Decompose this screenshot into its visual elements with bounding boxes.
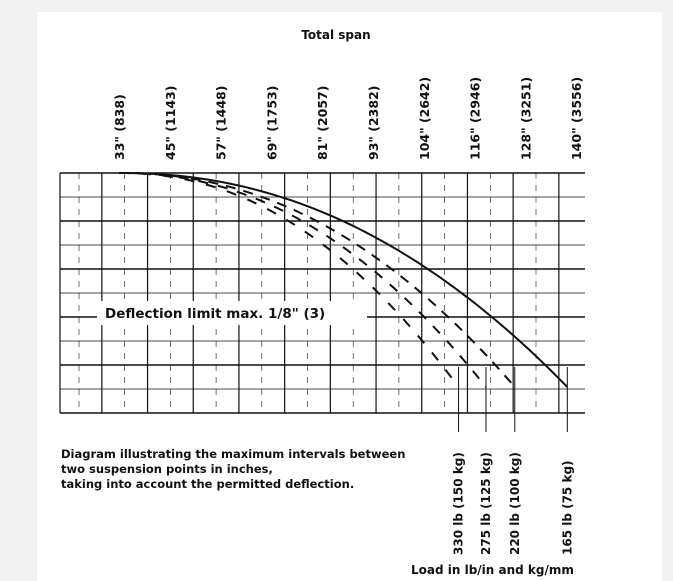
x-tick-label: 93" (2382) bbox=[366, 86, 381, 160]
series-labels: 330 lb (150 kg) 275 lb (125 kg) 220 lb (10… bbox=[452, 367, 574, 555]
legend-title: Load in lb/in and kg/mm bbox=[411, 563, 574, 577]
x-tick-label: 57" (1448) bbox=[214, 86, 229, 160]
x-tick-label: 116" (2946) bbox=[468, 77, 483, 160]
caption-line: Diagram illustrating the maximum interva… bbox=[61, 447, 405, 461]
series-label: 165 lb (75 kg) bbox=[560, 460, 574, 555]
load-curve-line bbox=[119, 172, 487, 388]
load-curves bbox=[119, 172, 569, 388]
x-tick-label: 81" (2057) bbox=[315, 86, 330, 160]
x-tick-label: 45" (1143) bbox=[163, 86, 178, 160]
caption-line: taking into account the permitted deflec… bbox=[61, 477, 354, 491]
load-curve-line bbox=[119, 172, 460, 388]
caption-line: two suspension points in inches, bbox=[61, 462, 273, 476]
chart-title: Total span bbox=[301, 28, 370, 42]
x-tick-label: 128" (3251) bbox=[518, 77, 533, 160]
x-tick-label: 104" (2642) bbox=[417, 77, 432, 160]
x-tick-label: 69" (1753) bbox=[264, 86, 279, 160]
plot-panel bbox=[37, 12, 662, 581]
series-label: 220 lb (100 kg) bbox=[508, 452, 522, 555]
x-tick-label: 140" (3556) bbox=[569, 77, 584, 160]
x-tick-label: 33" (838) bbox=[112, 94, 127, 160]
load-curve-line bbox=[119, 172, 569, 388]
chart-caption: Diagram illustrating the maximum interva… bbox=[61, 447, 409, 491]
series-label: 275 lb (125 kg) bbox=[479, 452, 493, 555]
series-label: 330 lb (150 kg) bbox=[452, 452, 466, 555]
x-tick-labels: 33" (838) 45" (1143) 57" (1448) 69" (1753) 8… bbox=[112, 77, 584, 160]
deflection-limit-annotation: Deflection limit max. 1/8" (3) bbox=[105, 306, 325, 322]
load-curve-line bbox=[119, 172, 516, 388]
annotation-background bbox=[97, 301, 367, 325]
